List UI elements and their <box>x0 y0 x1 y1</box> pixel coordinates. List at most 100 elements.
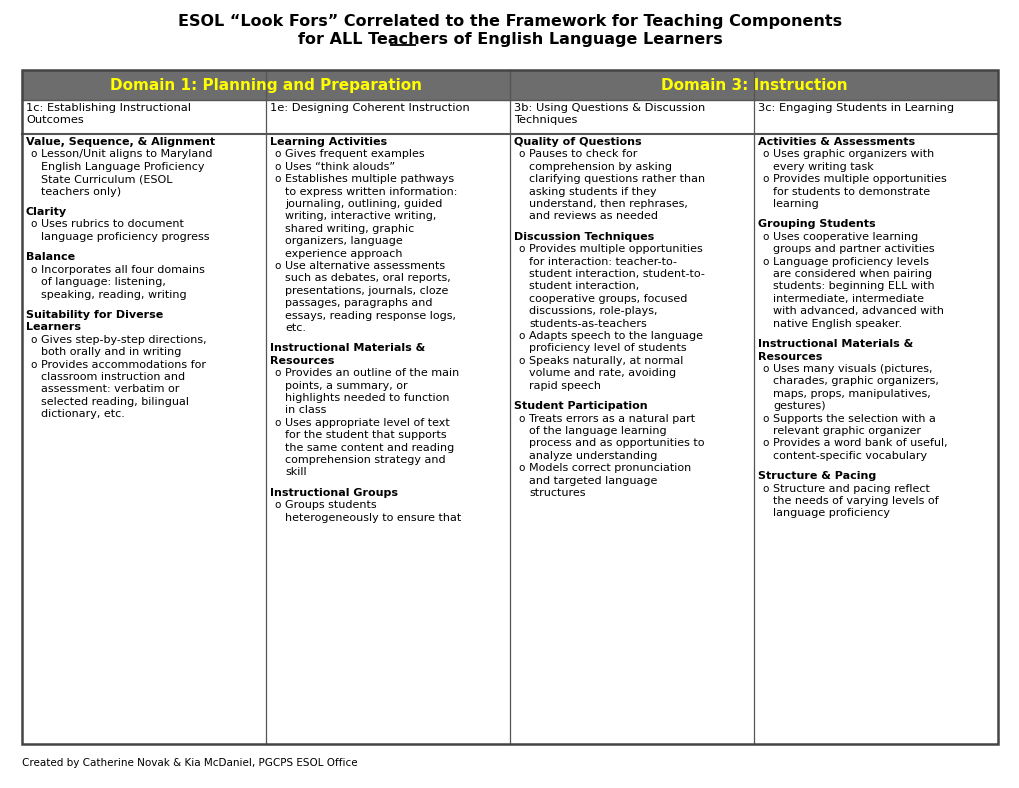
Text: skill: skill <box>284 467 307 478</box>
Text: volume and rate, avoiding: volume and rate, avoiding <box>529 368 676 378</box>
Bar <box>753 134 997 744</box>
Text: o: o <box>518 356 524 366</box>
Text: Gives step-by-step directions,: Gives step-by-step directions, <box>41 335 207 345</box>
Text: teachers only): teachers only) <box>41 187 121 196</box>
Text: Discussion Techniques: Discussion Techniques <box>514 232 653 242</box>
Text: assessment: verbatim or: assessment: verbatim or <box>41 385 179 394</box>
Text: o: o <box>30 265 37 275</box>
Text: Resources: Resources <box>270 356 334 366</box>
Text: language proficiency progress: language proficiency progress <box>41 232 209 242</box>
Text: asking students if they: asking students if they <box>529 187 656 196</box>
Text: o: o <box>30 359 37 370</box>
Text: both orally and in writing: both orally and in writing <box>41 348 181 357</box>
Text: maps, props, manipulatives,: maps, props, manipulatives, <box>772 388 930 399</box>
Text: o: o <box>30 335 37 345</box>
Text: Domain 3: Instruction: Domain 3: Instruction <box>660 77 847 92</box>
Text: of the language learning: of the language learning <box>529 426 666 436</box>
Text: Use alternative assessments: Use alternative assessments <box>284 261 444 271</box>
Text: analyze understanding: analyze understanding <box>529 451 656 461</box>
Text: for the student that supports: for the student that supports <box>284 430 446 440</box>
Text: cooperative groups, focused: cooperative groups, focused <box>529 294 687 304</box>
Text: Groups students: Groups students <box>284 500 376 511</box>
Text: journaling, outlining, guided: journaling, outlining, guided <box>284 199 442 209</box>
Text: presentations, journals, cloze: presentations, journals, cloze <box>284 286 448 296</box>
Text: in class: in class <box>284 406 326 415</box>
Text: o: o <box>274 150 280 159</box>
Bar <box>22 100 266 134</box>
Bar <box>22 134 266 744</box>
Text: o: o <box>761 414 767 423</box>
Text: Supports the selection with a: Supports the selection with a <box>772 414 935 423</box>
Text: gestures): gestures) <box>772 401 824 411</box>
Text: the same content and reading: the same content and reading <box>284 443 453 452</box>
Text: Resources: Resources <box>757 351 821 362</box>
Text: o: o <box>274 162 280 172</box>
Text: points, a summary, or: points, a summary, or <box>284 381 408 391</box>
Text: and targeted language: and targeted language <box>529 475 656 485</box>
Text: experience approach: experience approach <box>284 248 403 258</box>
Text: Provides a word bank of useful,: Provides a word bank of useful, <box>772 438 947 448</box>
Text: Uses graphic organizers with: Uses graphic organizers with <box>772 150 933 159</box>
Text: to express written information:: to express written information: <box>284 187 457 196</box>
Text: clarifying questions rather than: clarifying questions rather than <box>529 174 704 184</box>
Text: Models correct pronunciation: Models correct pronunciation <box>529 463 691 473</box>
Text: 3b: Using Questions & Discussion
Techniques: 3b: Using Questions & Discussion Techniq… <box>514 103 704 125</box>
Text: Provides accommodations for: Provides accommodations for <box>41 359 206 370</box>
Text: Suitability for Diverse: Suitability for Diverse <box>25 310 163 320</box>
Text: Lesson/Unit aligns to Maryland: Lesson/Unit aligns to Maryland <box>41 150 212 159</box>
Text: Adapts speech to the language: Adapts speech to the language <box>529 331 702 341</box>
Text: 1c: Establishing Instructional
Outcomes: 1c: Establishing Instructional Outcomes <box>25 103 191 125</box>
Text: for students to demonstrate: for students to demonstrate <box>772 187 929 196</box>
Text: Structure & Pacing: Structure & Pacing <box>757 471 875 481</box>
Text: Uses cooperative learning: Uses cooperative learning <box>772 232 917 242</box>
Text: 3c: Engaging Students in Learning: 3c: Engaging Students in Learning <box>757 103 953 113</box>
Text: passages, paragraphs and: passages, paragraphs and <box>284 298 432 308</box>
Text: highlights needed to function: highlights needed to function <box>284 393 449 403</box>
Text: content-specific vocabulary: content-specific vocabulary <box>772 451 926 461</box>
Text: rapid speech: rapid speech <box>529 381 600 391</box>
Text: student interaction,: student interaction, <box>529 281 639 292</box>
Text: Instructional Materials &: Instructional Materials & <box>270 344 425 354</box>
Bar <box>266 134 510 744</box>
Text: native English speaker.: native English speaker. <box>772 318 901 329</box>
Text: o: o <box>761 484 767 493</box>
Text: Clarity: Clarity <box>25 207 67 217</box>
Text: Balance: Balance <box>25 252 75 262</box>
Text: intermediate, intermediate: intermediate, intermediate <box>772 294 923 304</box>
Text: o: o <box>518 244 524 255</box>
Text: Created by Catherine Novak & Kia McDaniel, PGCPS ESOL Office: Created by Catherine Novak & Kia McDanie… <box>22 758 358 768</box>
Bar <box>22 70 510 100</box>
Text: process and as opportunities to: process and as opportunities to <box>529 438 704 448</box>
Text: Activities & Assessments: Activities & Assessments <box>757 137 914 147</box>
Text: heterogeneously to ensure that: heterogeneously to ensure that <box>284 513 461 522</box>
Text: Domain 1: Planning and Preparation: Domain 1: Planning and Preparation <box>110 77 422 92</box>
Text: o: o <box>274 418 280 428</box>
Text: with advanced, advanced with: with advanced, advanced with <box>772 307 943 316</box>
Text: Value, Sequence, & Alignment: Value, Sequence, & Alignment <box>25 137 215 147</box>
Text: relevant graphic organizer: relevant graphic organizer <box>772 426 920 436</box>
Text: Provides an outline of the main: Provides an outline of the main <box>284 368 459 378</box>
Text: comprehension by asking: comprehension by asking <box>529 162 672 172</box>
Text: o: o <box>274 174 280 184</box>
Text: writing, interactive writing,: writing, interactive writing, <box>284 211 436 221</box>
Text: Uses “think alouds”: Uses “think alouds” <box>284 162 394 172</box>
Text: Structure and pacing reflect: Structure and pacing reflect <box>772 484 929 493</box>
Text: ESOL “Look Fors” Correlated to the Framework for Teaching Components: ESOL “Look Fors” Correlated to the Frame… <box>177 14 842 29</box>
Bar <box>266 100 510 134</box>
Text: o: o <box>518 463 524 473</box>
Text: Learners: Learners <box>25 322 81 333</box>
Text: 1e: Designing Coherent Instruction: 1e: Designing Coherent Instruction <box>270 103 470 113</box>
Text: o: o <box>518 331 524 341</box>
Text: etc.: etc. <box>284 323 306 333</box>
Text: o: o <box>761 150 767 159</box>
Text: organizers, language: organizers, language <box>284 236 403 246</box>
Text: proficiency level of students: proficiency level of students <box>529 344 686 354</box>
Text: speaking, reading, writing: speaking, reading, writing <box>41 289 186 299</box>
Text: every writing task: every writing task <box>772 162 873 172</box>
Text: o: o <box>274 500 280 511</box>
Text: dictionary, etc.: dictionary, etc. <box>41 409 124 419</box>
Text: o: o <box>274 368 280 378</box>
Text: o: o <box>761 438 767 448</box>
Text: English Language Proficiency: English Language Proficiency <box>41 162 204 172</box>
Text: students: beginning ELL with: students: beginning ELL with <box>772 281 933 292</box>
